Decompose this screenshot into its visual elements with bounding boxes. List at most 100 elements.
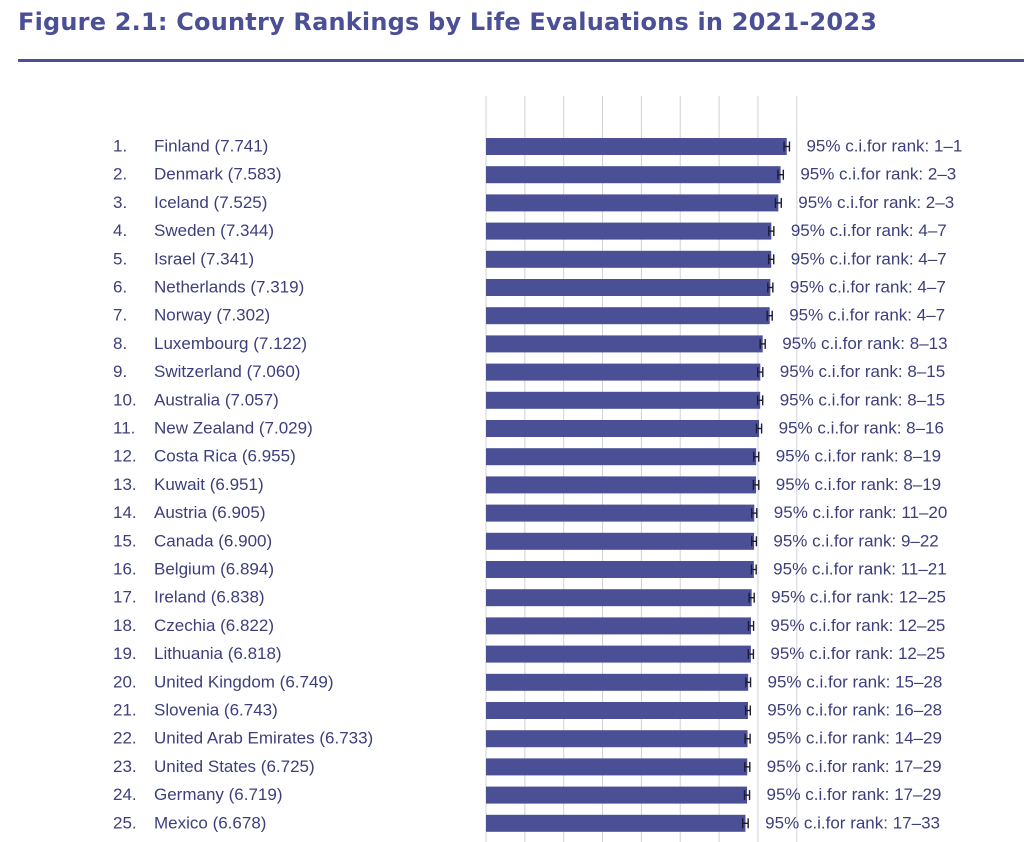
ci-label: 95% c.i.for rank: 12–25 xyxy=(770,644,945,663)
rank-number: 11. xyxy=(113,419,135,438)
ci-label: 95% c.i.for rank: 12–25 xyxy=(771,616,946,635)
ci-label: 95% c.i.for rank: 4–7 xyxy=(789,306,945,325)
rank-number: 21. xyxy=(113,701,137,720)
bar xyxy=(486,250,772,268)
rank-number: 20. xyxy=(113,672,137,691)
rank-number: 5. xyxy=(113,249,127,268)
ci-label: 95% c.i.for rank: 8–15 xyxy=(780,390,945,409)
ci-label: 95% c.i.for rank: 17–33 xyxy=(765,813,940,832)
bar xyxy=(486,786,748,804)
rank-number: 12. xyxy=(113,447,137,466)
bar xyxy=(486,138,787,155)
country-label: Kuwait (6.951) xyxy=(154,475,264,494)
title-underline xyxy=(18,59,1024,62)
bar xyxy=(486,561,754,578)
labels: 1. Finland (7.741) 95% c.i.for rank: 1–1 2.… xyxy=(113,137,962,833)
rank-number: 8. xyxy=(113,334,127,353)
country-label: Czechia (6.822) xyxy=(154,616,274,635)
ci-label: 95% c.i.for rank: 2–3 xyxy=(798,193,954,212)
ci-label: 95% c.i.for rank: 12–25 xyxy=(771,588,946,607)
country-label: Australia (7.057) xyxy=(154,390,279,409)
country-label: Germany (6.719) xyxy=(154,785,283,804)
country-label: Ireland (6.838) xyxy=(154,588,265,607)
country-label: Mexico (6.678) xyxy=(154,813,266,832)
rank-number: 13. xyxy=(113,475,137,494)
gridlines xyxy=(485,96,798,842)
ci-label: 95% c.i.for rank: 8–15 xyxy=(780,362,945,381)
rank-number: 3. xyxy=(113,193,127,212)
bar xyxy=(486,617,752,635)
ci-label: 95% c.i.for rank: 11–21 xyxy=(773,560,947,579)
bar xyxy=(486,391,761,409)
bar xyxy=(486,420,760,437)
ci-label: 95% c.i.for rank: 2–3 xyxy=(800,165,956,184)
bar xyxy=(486,222,772,240)
rank-number: 2. xyxy=(113,165,127,184)
bar xyxy=(486,476,757,494)
bar xyxy=(486,589,752,607)
country-label: Belgium (6.894) xyxy=(154,560,274,579)
ci-label: 95% c.i.for rank: 8–16 xyxy=(779,419,944,438)
rank-number: 10. xyxy=(113,390,137,409)
rank-number: 4. xyxy=(113,221,127,240)
bar xyxy=(486,335,763,353)
rank-number: 16. xyxy=(113,560,137,579)
rank-number: 22. xyxy=(113,729,137,748)
rank-number: 7. xyxy=(113,306,127,325)
rank-number: 25. xyxy=(113,813,137,832)
bar xyxy=(486,504,755,522)
country-label: Costa Rica (6.955) xyxy=(154,447,296,466)
country-label: Israel (7.341) xyxy=(154,249,254,268)
ci-label: 95% c.i.for rank: 8–19 xyxy=(776,447,941,466)
country-label: New Zealand (7.029) xyxy=(154,419,313,438)
bar xyxy=(486,279,771,296)
country-label: Iceland (7.525) xyxy=(154,193,267,212)
bars xyxy=(486,138,791,832)
ci-label: 95% c.i.for rank: 15–28 xyxy=(768,672,943,691)
ci-label: 95% c.i.for rank: 9–22 xyxy=(773,531,938,550)
country-label: Luxembourg (7.122) xyxy=(154,334,307,353)
rank-number: 23. xyxy=(113,757,137,776)
bar xyxy=(486,730,748,748)
ci-label: 95% c.i.for rank: 11–20 xyxy=(774,503,948,522)
ci-label: 95% c.i.for rank: 4–7 xyxy=(791,221,947,240)
ci-label: 95% c.i.for rank: 1–1 xyxy=(806,137,962,156)
ci-label: 95% c.i.for rank: 16–28 xyxy=(767,701,942,720)
rank-number: 9. xyxy=(113,362,127,381)
rank-number: 19. xyxy=(113,644,137,663)
country-label: Netherlands (7.319) xyxy=(154,278,304,297)
bar xyxy=(486,645,751,663)
rank-number: 1. xyxy=(113,137,127,156)
ci-label: 95% c.i.for rank: 17–29 xyxy=(767,785,942,804)
country-label: United States (6.725) xyxy=(154,757,315,776)
bar xyxy=(486,448,757,466)
rank-number: 14. xyxy=(113,503,137,522)
ci-label: 95% c.i.for rank: 4–7 xyxy=(790,278,946,297)
country-label: Canada (6.900) xyxy=(154,531,272,550)
country-label: Norway (7.302) xyxy=(154,306,270,325)
bar xyxy=(486,194,779,212)
bar xyxy=(486,758,748,776)
bar xyxy=(486,307,770,325)
country-label: Austria (6.905) xyxy=(154,503,266,522)
ci-label: 95% c.i.for rank: 17–29 xyxy=(767,757,942,776)
country-label: United Arab Emirates (6.733) xyxy=(154,729,373,748)
ci-label: 95% c.i.for rank: 4–7 xyxy=(791,249,947,268)
bar xyxy=(486,673,749,691)
rank-number: 15. xyxy=(113,531,137,550)
country-label: Denmark (7.583) xyxy=(154,165,282,184)
chart-title: Figure 2.1: Country Rankings by Life Eva… xyxy=(18,8,878,36)
bar xyxy=(486,166,781,184)
country-label: Sweden (7.344) xyxy=(154,221,274,240)
rank-number: 6. xyxy=(113,278,127,297)
bar xyxy=(486,814,746,832)
country-label: Switzerland (7.060) xyxy=(154,362,300,381)
ci-label: 95% c.i.for rank: 8–19 xyxy=(776,475,941,494)
country-label: Finland (7.741) xyxy=(154,137,268,156)
rank-number: 24. xyxy=(113,785,137,804)
country-label: United Kingdom (6.749) xyxy=(154,672,334,691)
ci-label: 95% c.i.for rank: 8–13 xyxy=(782,334,947,353)
rank-number: 18. xyxy=(113,616,137,635)
bar xyxy=(486,363,761,381)
